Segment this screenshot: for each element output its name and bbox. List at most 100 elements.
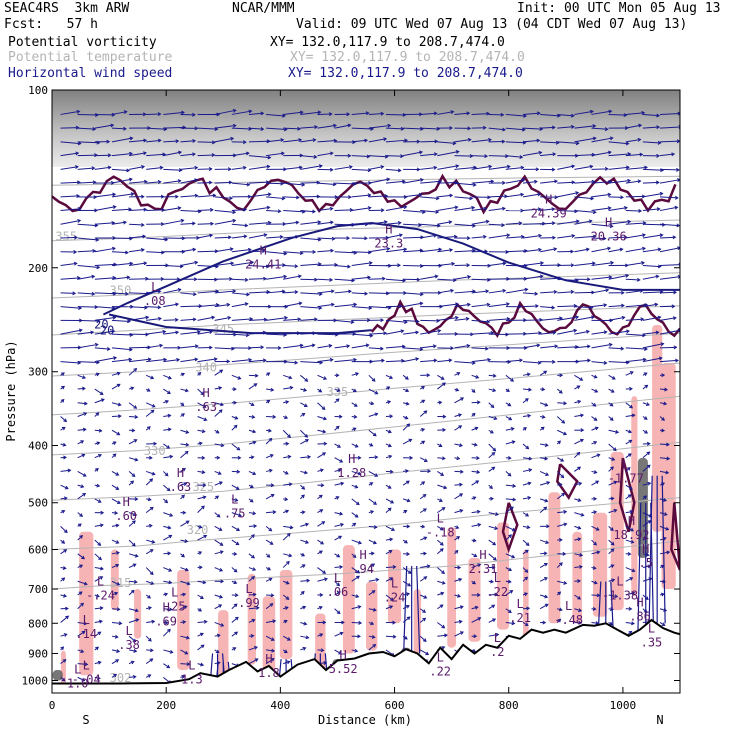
y-tick-label: 300 <box>28 366 48 379</box>
wind-vector-head <box>270 637 275 641</box>
extremum-type-label: L <box>616 575 623 589</box>
wind-vector-head <box>196 330 201 335</box>
wind-vector <box>317 429 326 433</box>
wind-vector <box>283 332 300 335</box>
extremum-value-label: 24.39 <box>531 207 567 221</box>
wind-vector-head <box>380 346 384 351</box>
wind-vector-head <box>74 235 78 240</box>
wind-vector <box>368 608 376 611</box>
wind-vector-head <box>96 676 101 680</box>
wind-vector <box>94 330 115 335</box>
wind-vector-head <box>159 343 164 348</box>
wind-vector <box>248 593 256 596</box>
wind-vector-head <box>335 425 340 430</box>
wind-vector-head <box>370 551 375 556</box>
wind-vector-head <box>364 236 368 241</box>
wind-vector-head <box>511 554 516 559</box>
wind-vector <box>334 278 355 282</box>
wind-vector <box>557 278 578 281</box>
wind-vector <box>77 275 95 280</box>
wind-vector <box>317 521 325 527</box>
wind-vector-head <box>143 179 148 184</box>
wind-vector <box>403 179 424 184</box>
wind-vector <box>454 223 476 227</box>
wind-vector <box>94 247 116 253</box>
wind-vector-head <box>220 579 225 584</box>
wind-vector-head <box>661 428 666 433</box>
downdraft-vector <box>637 502 642 642</box>
wind-vector-head <box>280 151 285 156</box>
wind-vector <box>522 127 543 130</box>
wind-vector-head <box>220 443 225 448</box>
wind-vector-head <box>641 261 646 265</box>
wind-vector-head <box>301 552 306 557</box>
wind-vector <box>128 649 137 652</box>
pv-shading-plume <box>315 613 326 671</box>
wind-vector <box>557 305 577 308</box>
wind-vector <box>574 414 584 418</box>
extremum-type-label: H <box>348 452 355 466</box>
wind-vector <box>300 221 321 225</box>
wind-vector <box>540 222 555 225</box>
wind-vector-head <box>397 263 401 268</box>
wind-vector <box>128 402 137 409</box>
wind-vector <box>317 124 337 129</box>
pv-shading-plume <box>387 549 402 624</box>
wind-vector <box>420 248 442 253</box>
wind-vector-head <box>218 527 223 531</box>
wind-vector-head <box>638 208 643 213</box>
wind-vector <box>522 443 529 450</box>
wind-vector-head <box>237 455 242 460</box>
extremum-value-label: .35 <box>641 635 663 649</box>
wind-vector <box>300 361 323 364</box>
wind-vector-head <box>677 246 680 251</box>
wind-vector-head <box>456 456 461 461</box>
wind-vector <box>163 319 178 321</box>
wind-vector <box>283 139 302 143</box>
wind-vector-head <box>98 453 102 458</box>
wind-vector-head <box>168 534 173 539</box>
wind-vector-head <box>352 522 357 527</box>
wind-vector <box>111 498 121 504</box>
wind-vector-head <box>494 526 499 530</box>
wind-vector <box>248 206 270 212</box>
wind-vector <box>197 223 214 225</box>
wind-vector-head <box>301 564 306 568</box>
wind-vector-head <box>487 195 491 200</box>
wind-vector <box>419 576 427 582</box>
field-theta-xy: XY= 132.0,117.9 to 208.7,474.0 <box>290 50 525 65</box>
wind-vector <box>660 346 677 349</box>
wind-vector-head <box>353 403 358 407</box>
pv-shading-plume <box>447 527 457 648</box>
wind-vector <box>437 580 445 584</box>
wind-vector-head <box>389 605 394 609</box>
wind-vector <box>77 387 85 390</box>
wind-vector <box>659 206 678 212</box>
wind-vector-head <box>97 542 102 546</box>
wind-vector-head <box>369 442 374 447</box>
wind-vector <box>128 368 137 376</box>
wind-vector-head <box>98 428 103 433</box>
x-tick-label: 0 <box>49 699 56 712</box>
wind-vector-head <box>143 207 148 212</box>
wind-vector-head <box>237 513 242 517</box>
wind-vector-head <box>216 455 221 460</box>
wind-vector <box>77 512 83 517</box>
wind-vector <box>488 303 510 308</box>
wind-vector <box>642 357 662 363</box>
pv-shading-plume <box>497 522 510 630</box>
wind-vector-head <box>146 388 151 392</box>
wind-vector <box>351 512 359 518</box>
wind-vector <box>574 196 594 200</box>
extremum-value-label: 2.31 <box>469 562 498 576</box>
wind-vector-head <box>251 575 255 580</box>
wind-vector <box>608 316 625 321</box>
wind-vector <box>180 539 188 543</box>
wind-vector-head <box>79 534 83 539</box>
wind-vector <box>60 416 67 422</box>
wind-vector-head <box>73 261 78 266</box>
wind-vector <box>659 359 678 363</box>
wind-vector <box>248 331 266 335</box>
wind-vector <box>351 594 359 598</box>
wind-vector-head <box>608 109 613 114</box>
